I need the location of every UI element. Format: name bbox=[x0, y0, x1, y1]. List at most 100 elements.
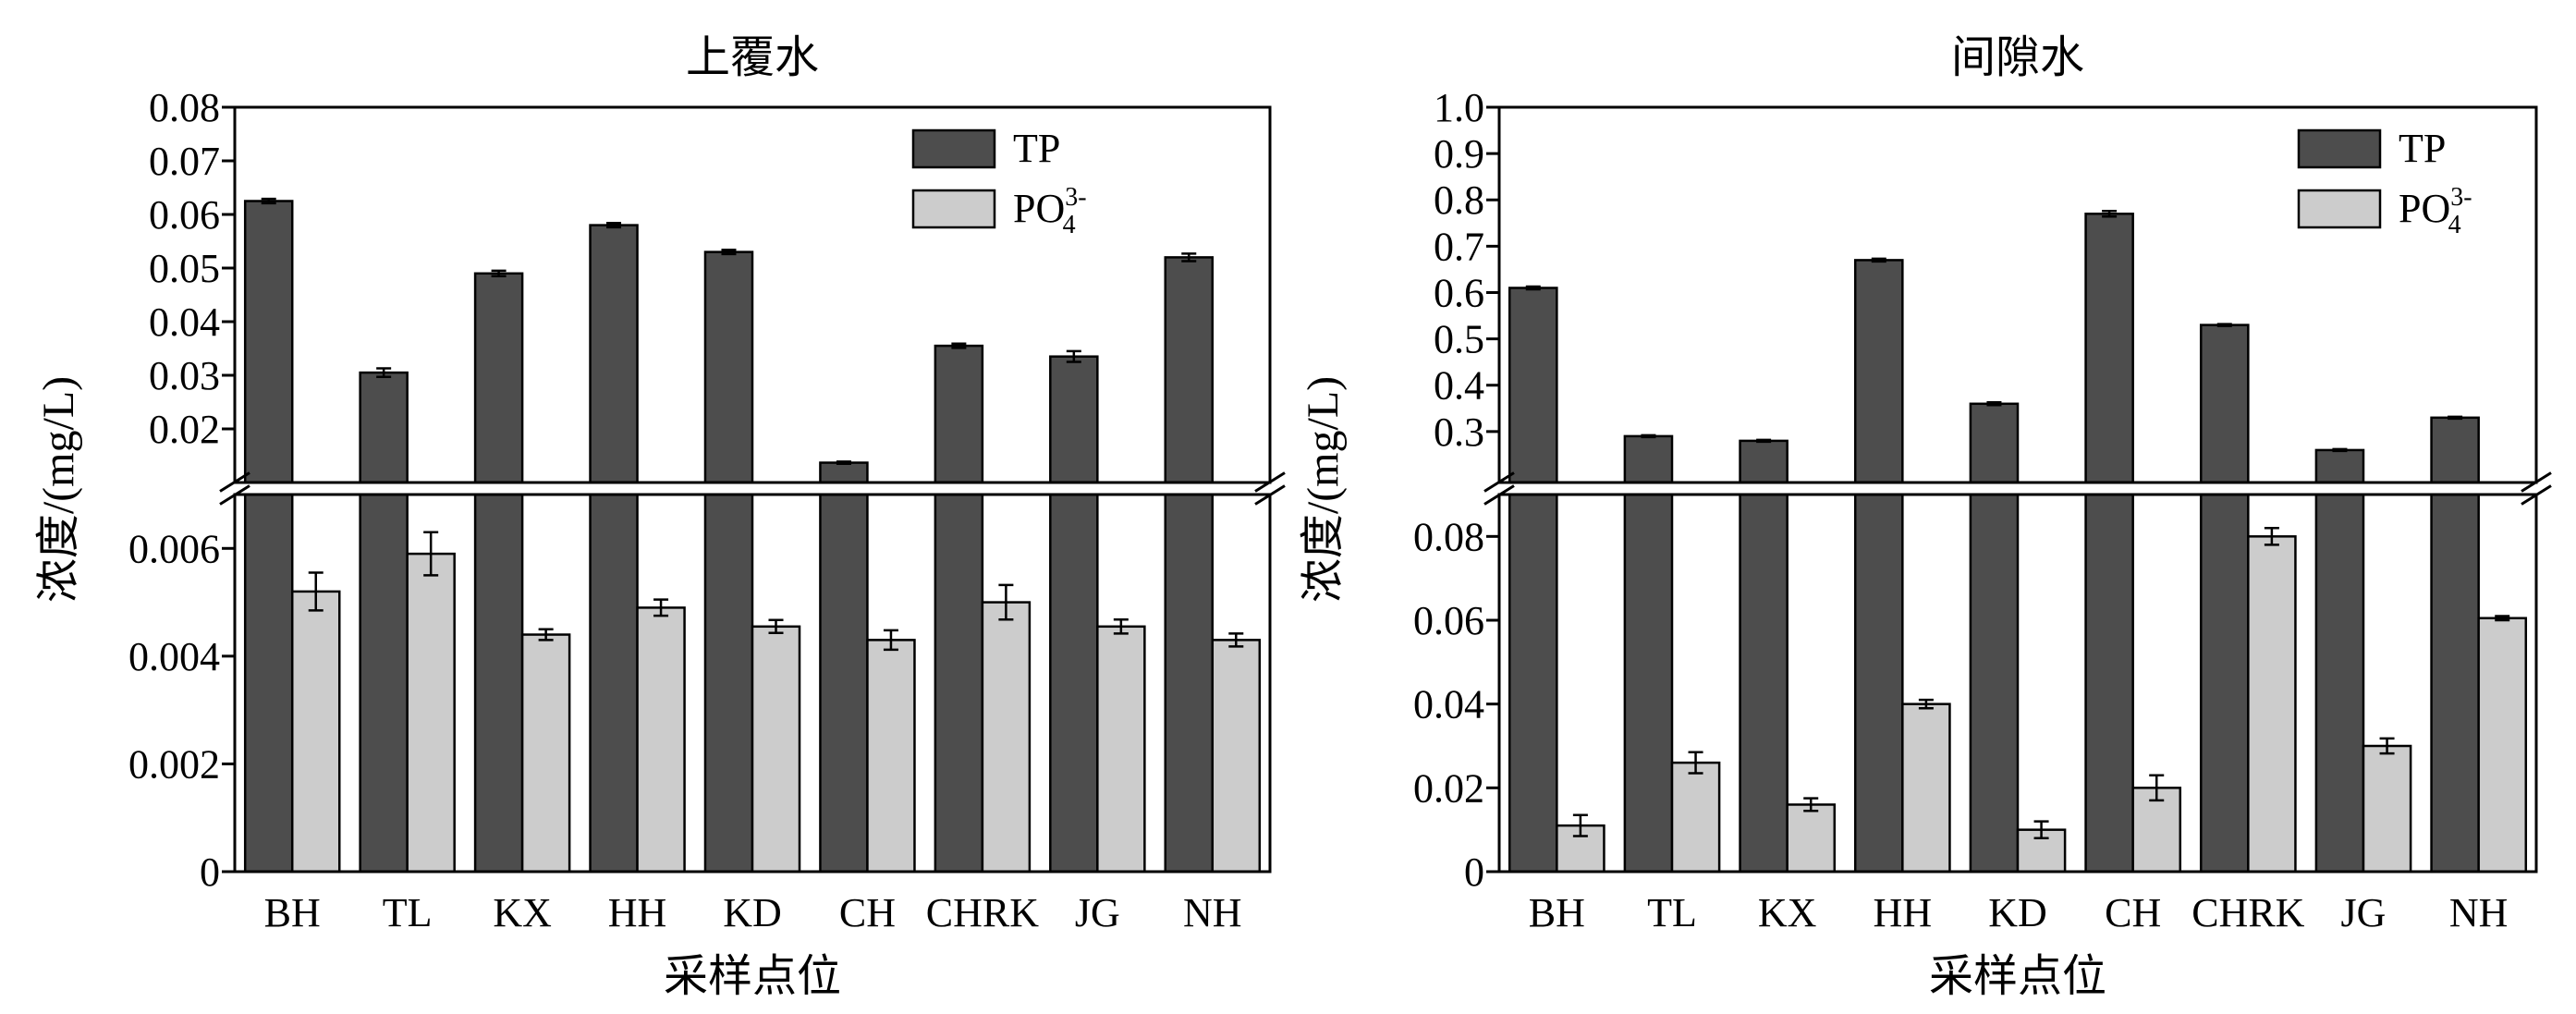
bar-tp-KD-upper bbox=[703, 250, 754, 484]
chart-title: 间隙水 bbox=[1951, 33, 2084, 82]
legend-label-po4-sub: 4 bbox=[1063, 211, 1076, 239]
bar-tp-HH-upper bbox=[589, 224, 639, 484]
legend-label-tp: TP bbox=[1013, 126, 1060, 171]
bar-po4-KX bbox=[520, 633, 571, 874]
y-tick-label-upper-3: 0.6 bbox=[1434, 270, 1484, 315]
legend-label-po4-main: PO bbox=[2399, 186, 2450, 231]
y-tick-label-upper-2: 0.04 bbox=[149, 299, 220, 345]
bar-po4-KD bbox=[751, 625, 801, 874]
bar-tp-NH-lower bbox=[1164, 493, 1215, 874]
axis-break-mark-right-2 bbox=[2521, 484, 2552, 506]
y-tick-label-upper-5: 0.07 bbox=[149, 139, 220, 184]
bar-tp-CH-upper bbox=[2084, 213, 2134, 484]
bar-tp-HH-lower bbox=[1853, 493, 1904, 874]
plot-frame-lower bbox=[233, 493, 1272, 874]
y-tick-label-upper-5: 0.8 bbox=[1434, 177, 1484, 223]
bar-po4-HH bbox=[1901, 702, 1951, 874]
y-tick-label-upper-1: 0.03 bbox=[149, 353, 220, 398]
bar-tp-JG-lower bbox=[1049, 493, 1099, 874]
y-tick-label-lower-4: 0.08 bbox=[1413, 514, 1484, 559]
bar-tp-BH-lower bbox=[243, 493, 294, 874]
y-tick-label-lower-0: 0 bbox=[200, 849, 220, 895]
x-tick-label-CHRK: CHRK bbox=[2191, 890, 2304, 935]
bar-tp-KX-lower bbox=[1739, 493, 1789, 874]
legend-label-po4-sup: 3- bbox=[1065, 183, 1086, 212]
y-tick-label-upper-4: 0.7 bbox=[1434, 224, 1484, 269]
bar-tp-BH-upper bbox=[1508, 287, 1558, 484]
axis-break-mark-left-1 bbox=[219, 471, 250, 493]
axis-break-mark-right-2 bbox=[1254, 484, 1286, 506]
bar-tp-BH-lower bbox=[1508, 493, 1558, 874]
axis-break-mark-left-2 bbox=[219, 484, 250, 506]
bar-tp-BH-upper bbox=[243, 200, 294, 484]
x-tick-label-CHRK: CHRK bbox=[926, 890, 1039, 935]
bar-tp-CH-upper bbox=[819, 461, 869, 484]
legend-label-po4-sup: 3- bbox=[2450, 183, 2472, 212]
x-tick-label-BH: BH bbox=[1529, 890, 1585, 935]
bar-tp-TL-upper bbox=[359, 371, 409, 484]
x-tick-label-HH: HH bbox=[1874, 890, 1933, 935]
bar-po4-JG bbox=[1096, 625, 1146, 874]
chart-panel-2: BH TL KX HH KD CH CHRK JG NH0.30.40.50.60.70.80.… bbox=[1299, 33, 2555, 1001]
legend-label-po4: PO3-4 bbox=[2399, 183, 2472, 239]
bar-tp-NH-lower bbox=[2430, 493, 2480, 874]
bar-tp-KX-lower bbox=[473, 493, 524, 874]
y-tick-label-upper-0: 0.3 bbox=[1434, 409, 1484, 455]
y-tick-label-lower-0: 0 bbox=[1464, 849, 1484, 895]
y-tick-label-upper-2: 0.5 bbox=[1434, 317, 1484, 362]
y-tick-label-upper-3: 0.05 bbox=[149, 246, 220, 291]
y-tick-label-upper-0: 0.02 bbox=[149, 407, 220, 452]
bar-po4-NH bbox=[1211, 639, 1262, 874]
x-tick-label-TL: TL bbox=[1647, 890, 1697, 935]
bar-po4-TL bbox=[406, 552, 456, 874]
x-tick-label-JG: JG bbox=[2341, 890, 2387, 935]
bar-tp-KD-lower bbox=[703, 493, 754, 874]
chart-panel-1: BH TL KX HH KD CH CHRK JG NH 0.02 0.03 0.04 0.05 0.06… bbox=[34, 33, 1288, 1001]
y-tick-label-upper-4: 0.06 bbox=[149, 192, 220, 238]
plot-frame-upper bbox=[233, 105, 1272, 484]
legend-swatch-tp bbox=[911, 128, 996, 169]
x-tick-label-CH: CH bbox=[839, 890, 896, 935]
y-tick-label-upper-6: 0.9 bbox=[1434, 131, 1484, 177]
bar-tp-CHRK-lower bbox=[2199, 493, 2250, 874]
chart-title: 上覆水 bbox=[686, 33, 819, 82]
legend-label-po4-sub: 4 bbox=[2448, 211, 2461, 239]
legend-label-po4: PO3-4 bbox=[1013, 183, 1087, 239]
bar-tp-CHRK-upper bbox=[934, 344, 984, 484]
bar-tp-KD-upper bbox=[1969, 402, 2020, 484]
x-tick-label-NH: NH bbox=[1183, 890, 1242, 935]
axis-break-mark-left-1 bbox=[1483, 471, 1515, 493]
x-axis-label: 采样点位 bbox=[664, 952, 841, 1001]
bar-tp-CHRK-upper bbox=[2199, 324, 2250, 484]
y-tick-label-upper-6: 0.08 bbox=[149, 85, 220, 130]
bar-tp-NH-upper bbox=[2430, 416, 2480, 484]
bar-tp-NH-upper bbox=[1164, 256, 1215, 484]
y-tick-label-lower-3: 0.06 bbox=[1413, 598, 1484, 643]
bar-po4-CHRK bbox=[981, 601, 1032, 874]
legend-label-po4-main: PO bbox=[1013, 186, 1065, 231]
legend-swatch-po4 bbox=[911, 189, 996, 229]
bar-tp-TL-upper bbox=[1623, 434, 1674, 484]
x-tick-label-KX: KX bbox=[493, 890, 552, 935]
legend-swatch-tp bbox=[2297, 128, 2382, 169]
axis-break-mark-right-1 bbox=[2521, 471, 2552, 493]
y-tick-label-upper-1: 0.4 bbox=[1434, 363, 1484, 409]
x-tick-label-KD: KD bbox=[723, 890, 782, 935]
y-axis-label: 浓度/(mg/L) bbox=[1299, 376, 1348, 603]
x-axis-label: 采样点位 bbox=[1929, 952, 2106, 1001]
bar-tp-CHRK-lower bbox=[934, 493, 984, 874]
y-axis-label: 浓度/(mg/L) bbox=[34, 376, 83, 603]
bar-po4-CHRK bbox=[2247, 535, 2297, 874]
bar-tp-JG-lower bbox=[2314, 493, 2365, 874]
axis-break-mark-left-2 bbox=[1483, 484, 1515, 506]
bar-po4-BH bbox=[290, 590, 341, 874]
bar-tp-KD-lower bbox=[1969, 493, 2020, 874]
bar-tp-KX-upper bbox=[473, 272, 524, 484]
y-tick-label-lower-2: 0.004 bbox=[128, 634, 220, 679]
x-tick-label-KX: KX bbox=[1758, 890, 1817, 935]
x-tick-label-NH: NH bbox=[2449, 890, 2509, 935]
legend-label-tp: TP bbox=[2399, 126, 2446, 171]
bar-tp-HH-upper bbox=[1853, 259, 1904, 484]
axis-break-gap bbox=[1481, 483, 2555, 494]
